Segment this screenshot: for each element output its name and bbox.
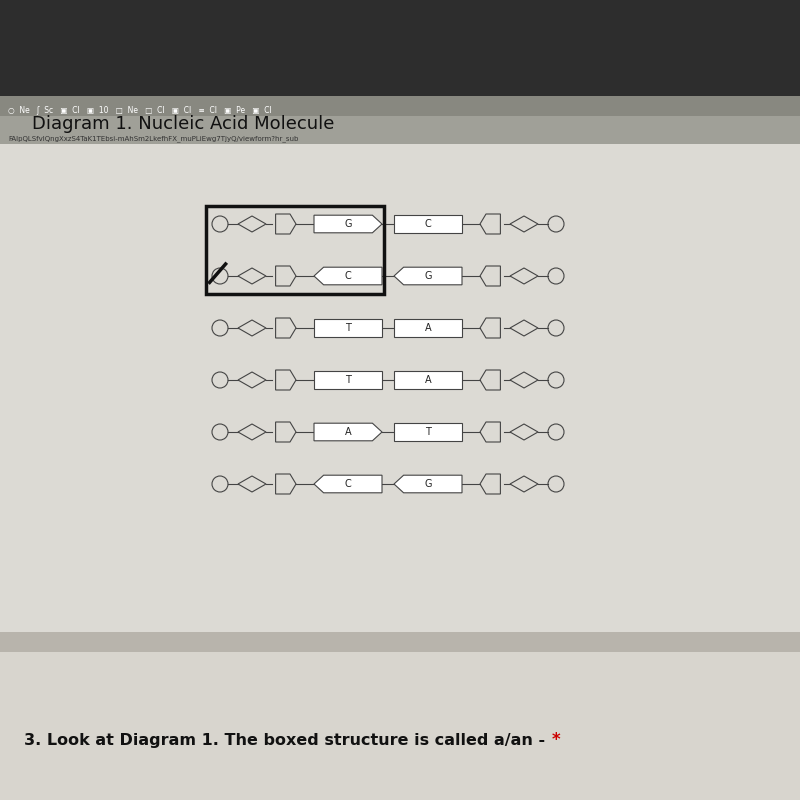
Text: T: T (345, 375, 351, 385)
Bar (0, 632, 800, 652)
Text: FAIpQLSfvlQngXxzS4TaK1TEbsi-mAhSm2LkefhFX_muPLiEwg7TjyQ/viewform?hr_sub: FAIpQLSfvlQngXxzS4TaK1TEbsi-mAhSm2LkefhF… (8, 135, 298, 142)
Bar (0, 652, 800, 800)
Text: Diagram 1. Nucleic Acid Molecule: Diagram 1. Nucleic Acid Molecule (32, 115, 334, 133)
Polygon shape (394, 475, 462, 493)
Bar (206, 206, 384, 294)
Bar (0, 116, 800, 144)
Polygon shape (314, 423, 382, 441)
Polygon shape (394, 267, 462, 285)
Text: C: C (425, 219, 431, 229)
Text: A: A (425, 375, 431, 385)
Text: A: A (345, 427, 351, 437)
Bar (394, 423, 462, 441)
Polygon shape (314, 215, 382, 233)
Polygon shape (314, 267, 382, 285)
Bar (314, 371, 382, 389)
Text: G: G (344, 219, 352, 229)
Bar (394, 371, 462, 389)
Text: 3. Look at Diagram 1. The boxed structure is called a/an -: 3. Look at Diagram 1. The boxed structur… (24, 733, 550, 747)
Text: T: T (345, 323, 351, 333)
Text: ○  Ne   ʃ  Sc   ▣  Cl   ▣  10   □  Ne   □  Cl   ▣  Cl   ≡  Cl   ▣  Pe   ▣  Cl: ○ Ne ʃ Sc ▣ Cl ▣ 10 □ Ne □ Cl ▣ Cl ≡ Cl … (8, 106, 272, 115)
Text: G: G (424, 479, 432, 489)
Bar (0, 0, 800, 96)
Text: G: G (424, 271, 432, 281)
Bar (0, 96, 800, 116)
Text: C: C (345, 479, 351, 489)
Bar (314, 319, 382, 337)
Bar (394, 319, 462, 337)
Text: T: T (425, 427, 431, 437)
Polygon shape (314, 475, 382, 493)
Bar (394, 215, 462, 233)
Text: A: A (425, 323, 431, 333)
Bar (0, 144, 800, 632)
Text: *: * (552, 731, 561, 749)
Text: C: C (345, 271, 351, 281)
